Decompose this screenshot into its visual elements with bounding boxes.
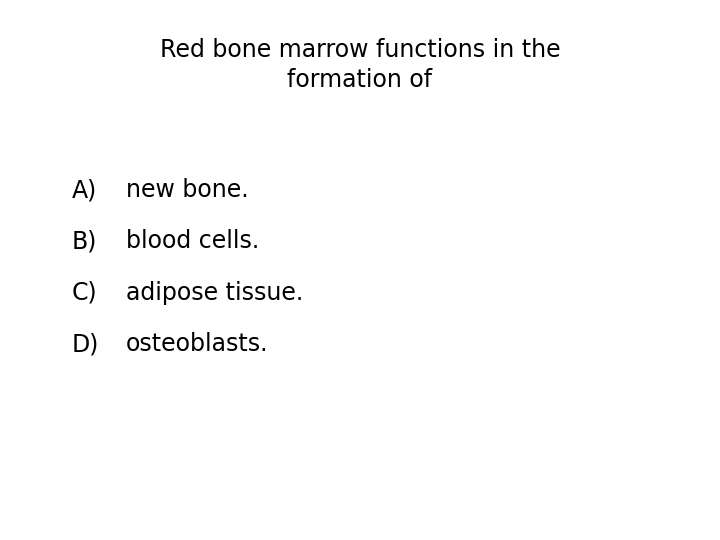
Text: blood cells.: blood cells. xyxy=(126,230,259,253)
Text: C): C) xyxy=(72,281,98,305)
Text: Red bone marrow functions in the
formation of: Red bone marrow functions in the formati… xyxy=(160,38,560,92)
Text: B): B) xyxy=(72,230,97,253)
Text: osteoblasts.: osteoblasts. xyxy=(126,332,269,356)
Text: new bone.: new bone. xyxy=(126,178,248,202)
Text: adipose tissue.: adipose tissue. xyxy=(126,281,303,305)
Text: D): D) xyxy=(72,332,99,356)
Text: A): A) xyxy=(72,178,97,202)
